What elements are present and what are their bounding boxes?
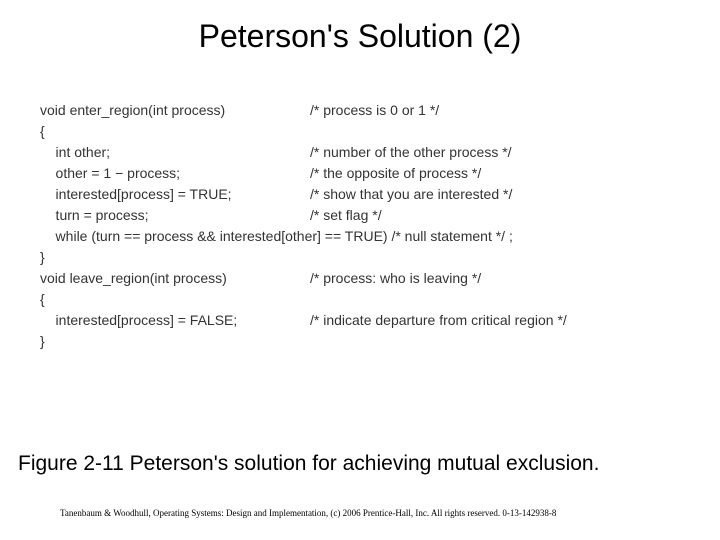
code-comment: /* number of the other process */ [310, 142, 690, 163]
code-text: { [40, 121, 310, 142]
code-comment [310, 331, 690, 352]
code-text: } [40, 331, 310, 352]
code-line: interested[process] = FALSE;/* indicate … [40, 310, 690, 331]
code-block: void enter_region(int process)/* process… [40, 100, 690, 352]
code-comment [310, 121, 690, 142]
code-text: int other; [40, 142, 310, 163]
code-text: interested[process] = FALSE; [40, 310, 310, 331]
code-comment: /* the opposite of process */ [310, 163, 690, 184]
code-text: turn = process; [40, 205, 310, 226]
code-line: void enter_region(int process)/* process… [40, 100, 690, 121]
code-line: } [40, 247, 690, 268]
code-comment: /* set flag */ [310, 205, 690, 226]
code-comment [310, 247, 690, 268]
code-text: while (turn == process && interested[oth… [40, 226, 513, 247]
code-line: turn = process;/* set flag */ [40, 205, 690, 226]
code-text: void leave_region(int process) [40, 268, 310, 289]
code-line: interested[process] = TRUE;/* show that … [40, 184, 690, 205]
slide-title: Peterson's Solution (2) [0, 0, 720, 55]
code-line: int other;/* number of the other process… [40, 142, 690, 163]
code-line: { [40, 121, 690, 142]
code-line: while (turn == process && interested[oth… [40, 226, 690, 247]
code-text: interested[process] = TRUE; [40, 184, 310, 205]
code-line: } [40, 331, 690, 352]
code-text: void enter_region(int process) [40, 100, 310, 121]
code-line: void leave_region(int process)/* process… [40, 268, 690, 289]
code-comment: /* show that you are interested */ [310, 184, 690, 205]
copyright-footer: Tanenbaum & Woodhull, Operating Systems:… [60, 508, 680, 518]
code-comment: /* process is 0 or 1 */ [310, 100, 690, 121]
code-comment: /* process: who is leaving */ [310, 268, 690, 289]
figure-caption: Figure 2-11 Peterson's solution for achi… [18, 452, 702, 476]
code-comment [310, 289, 690, 310]
code-comment [513, 226, 690, 247]
code-line: { [40, 289, 690, 310]
code-text: other = 1 − process; [40, 163, 310, 184]
code-line: other = 1 − process;/* the opposite of p… [40, 163, 690, 184]
code-comment: /* indicate departure from critical regi… [310, 310, 690, 331]
code-text: { [40, 289, 310, 310]
code-text: } [40, 247, 310, 268]
